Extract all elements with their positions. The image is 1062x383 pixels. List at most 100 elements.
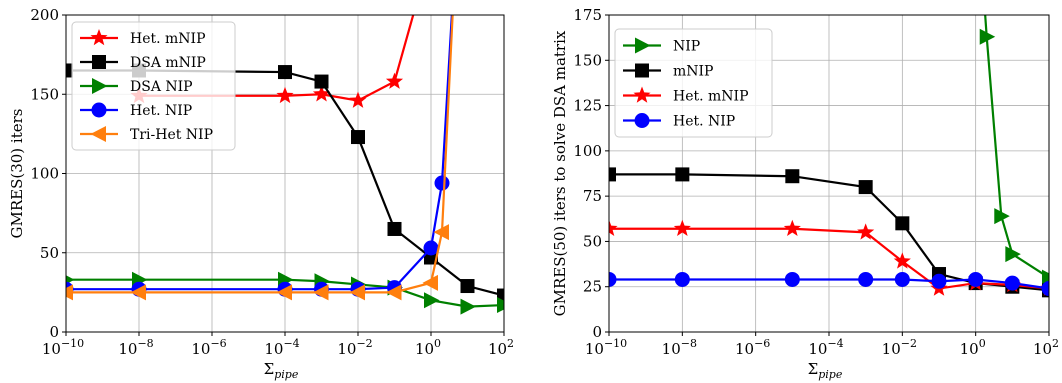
legend-label: DSA NIP — [130, 79, 193, 95]
x-tick-label: 10−4 — [264, 337, 299, 358]
data-point — [433, 224, 449, 241]
data-point — [278, 65, 292, 80]
y-tick-label: 125 — [573, 97, 602, 115]
data-point — [894, 271, 910, 287]
x-tick-label: 10−2 — [337, 337, 372, 358]
legend-entry: Het. mNIP — [623, 86, 749, 105]
data-point — [351, 130, 365, 145]
data-point — [424, 292, 440, 309]
data-point — [66, 284, 73, 301]
data-point — [276, 284, 292, 301]
data-point — [675, 167, 690, 182]
data-point — [130, 284, 146, 301]
y-tick-label: 0 — [592, 323, 602, 341]
data-point — [784, 271, 800, 287]
data-point — [609, 219, 618, 237]
data-point — [895, 216, 910, 231]
x-axis-title: Σpipe — [808, 360, 843, 381]
data-point — [893, 252, 911, 269]
legend-marker — [635, 63, 649, 78]
plot-frame — [608, 14, 1050, 333]
data-point — [460, 279, 475, 294]
legend-entry: Het. mNIP — [80, 29, 206, 47]
data-point — [349, 91, 367, 108]
legend-label: mNIP — [673, 64, 713, 80]
legend-marker — [90, 126, 106, 142]
y-axis-title: GMRES(30) iters — [8, 109, 26, 239]
legend-label: DSA mNIP — [130, 55, 206, 71]
legend-marker — [634, 113, 650, 128]
legend-entry: mNIP — [623, 63, 713, 80]
data-point — [857, 223, 875, 240]
legend-entry: NIP — [623, 37, 700, 55]
legend-label: Tri-Het NIP — [130, 127, 213, 143]
y-axis-title: GMRES(50) iters to solve DSA matrix — [551, 30, 569, 316]
legend-entry: DSA mNIP — [80, 55, 206, 71]
x-tick-label: 10−10 — [42, 337, 84, 358]
legend-box — [71, 21, 236, 151]
series-group — [609, 15, 1049, 298]
data-point — [386, 284, 402, 301]
data-point — [423, 240, 439, 256]
data-point — [66, 275, 75, 285]
legend-marker — [633, 86, 651, 103]
y-tick-label: 25 — [583, 278, 602, 296]
legend-marker — [92, 55, 106, 69]
x-tick-label: 102 — [488, 337, 514, 358]
legend-label: Het. NIP — [673, 114, 735, 130]
legend-marker — [92, 78, 108, 94]
data-point — [422, 274, 438, 291]
y-tick-label: 200 — [30, 6, 59, 24]
y-tick-label: 50 — [583, 232, 602, 250]
data-point — [609, 271, 617, 287]
x-axis-title: Σpipe — [264, 360, 299, 381]
legend-marker — [635, 37, 651, 54]
x-tick-label: 10−6 — [191, 337, 226, 358]
legend-label: Het. mNIP — [673, 89, 749, 105]
data-point — [968, 271, 984, 287]
legend-entry: DSA NIP — [80, 78, 193, 95]
data-point — [497, 288, 504, 303]
legend-entry: Het. NIP — [623, 113, 735, 130]
y-tick-label: 175 — [573, 6, 602, 24]
data-point — [674, 271, 690, 287]
data-point — [979, 28, 996, 45]
data-point — [931, 273, 947, 289]
legend-entry: Tri-Het NIP — [80, 126, 213, 143]
data-point — [1041, 281, 1049, 297]
series-tri-het-nip — [66, 15, 454, 301]
x-tick-label: 100 — [415, 337, 441, 358]
series-nip — [979, 15, 1049, 286]
x-tick-label: 102 — [1033, 337, 1059, 358]
plot-frame — [65, 14, 505, 333]
data-point — [994, 208, 1010, 225]
data-point — [1004, 275, 1020, 291]
data-point — [497, 297, 504, 314]
y-tick-label: 75 — [583, 187, 602, 205]
x-tick-label: 10−8 — [118, 337, 153, 358]
data-point — [460, 298, 476, 315]
x-tick-label: 100 — [960, 337, 986, 358]
data-point — [785, 169, 800, 184]
legend-marker — [90, 29, 108, 46]
data-point — [387, 221, 402, 236]
data-point — [858, 180, 873, 195]
legend-entry: Het. NIP — [80, 102, 192, 119]
data-point — [313, 284, 329, 301]
x-tick-label: 10−2 — [882, 337, 917, 358]
x-tick-label: 10−10 — [585, 337, 627, 358]
data-point — [385, 72, 404, 89]
data-point — [1005, 246, 1021, 263]
series-het-nip — [609, 271, 1049, 297]
data-point — [434, 175, 450, 191]
data-point — [349, 284, 365, 301]
x-tick-label: 10−6 — [735, 337, 770, 358]
series-line — [984, 15, 1049, 279]
data-point — [66, 63, 73, 78]
data-point — [783, 219, 801, 237]
data-point — [276, 86, 294, 104]
legend: Het. mNIP DSA mNIP DSA NIP Het. NIP Tri-Het … — [71, 21, 236, 151]
legend-marker — [91, 102, 107, 118]
legend: NIP mNIP Het. mNIP Het. NIP — [614, 28, 773, 138]
